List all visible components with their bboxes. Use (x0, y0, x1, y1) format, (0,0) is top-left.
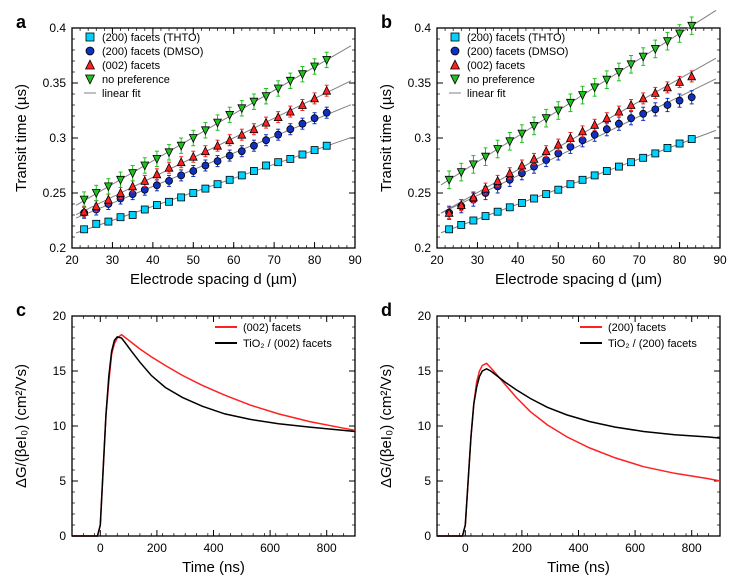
svg-text:0.2: 0.2 (49, 241, 66, 255)
svg-text:20: 20 (430, 253, 444, 267)
svg-text:20: 20 (53, 309, 67, 323)
svg-text:0.2: 0.2 (414, 241, 431, 255)
svg-text:50: 50 (187, 253, 201, 267)
svg-text:80: 80 (308, 253, 322, 267)
svg-text:70: 70 (632, 253, 646, 267)
panel-a-label: a (16, 12, 26, 33)
svg-text:linear fit: linear fit (102, 88, 141, 100)
svg-text:0.4: 0.4 (49, 21, 66, 35)
svg-text:(002) facets: (002) facets (243, 322, 302, 334)
svg-text:0.25: 0.25 (408, 186, 432, 200)
svg-text:200: 200 (512, 541, 532, 555)
svg-text:(200) facets (DMSO): (200) facets (DMSO) (467, 46, 568, 58)
svg-text:30: 30 (106, 253, 120, 267)
svg-text:(200) facets (DMSO): (200) facets (DMSO) (102, 46, 203, 58)
svg-text:no preference: no preference (467, 74, 535, 86)
svg-text:60: 60 (227, 253, 241, 267)
svg-text:0.35: 0.35 (408, 76, 432, 90)
svg-text:0: 0 (424, 529, 431, 543)
svg-text:0: 0 (97, 541, 104, 555)
svg-text:800: 800 (317, 541, 337, 555)
svg-text:60: 60 (592, 253, 606, 267)
svg-text:10: 10 (418, 419, 432, 433)
panel-b: b 20 30 40 50 60 70 80 90 0.2 0.25 0.3 0.35 0.4 Elect… (375, 10, 732, 290)
svg-text:Transit time (µs): Transit time (µs) (13, 84, 30, 192)
figure-grid: a 20304050607080900.20.250.30.350.4Elect… (10, 10, 724, 578)
svg-text:20: 20 (65, 253, 79, 267)
svg-text:70: 70 (267, 253, 281, 267)
svg-text:15: 15 (418, 364, 432, 378)
svg-text:400: 400 (203, 541, 223, 555)
svg-text:0.3: 0.3 (49, 131, 66, 145)
svg-text:40: 40 (146, 253, 160, 267)
svg-text:0.35: 0.35 (43, 76, 67, 90)
svg-text:200: 200 (147, 541, 167, 555)
svg-text:(002) facets: (002) facets (467, 60, 526, 72)
panel-c: c 0 200 400 600 800 0 5 10 15 20 Time (ns) ΔG/(βeI₀… (10, 298, 367, 578)
svg-text:ΔG/(βeI₀) (cm²/Vs): ΔG/(βeI₀) (cm²/Vs) (13, 364, 30, 488)
svg-text:(200) facets: (200) facets (608, 322, 667, 334)
svg-text:linear fit: linear fit (467, 88, 506, 100)
svg-text:TiO₂ / (002) facets: TiO₂ / (002) facets (243, 338, 332, 350)
svg-text:20: 20 (418, 309, 432, 323)
svg-text:80: 80 (673, 253, 687, 267)
svg-text:(200) facets (THTO): (200) facets (THTO) (102, 32, 200, 44)
svg-text:(200) facets (THTO): (200) facets (THTO) (467, 32, 565, 44)
svg-text:30: 30 (471, 253, 485, 267)
svg-text:Time (ns): Time (ns) (547, 559, 610, 576)
svg-text:800: 800 (682, 541, 702, 555)
svg-text:90: 90 (348, 253, 362, 267)
svg-text:Transit time (µs): Transit time (µs) (378, 84, 395, 192)
svg-text:0.25: 0.25 (43, 186, 67, 200)
panel-c-label: c (16, 300, 26, 321)
svg-text:90: 90 (713, 253, 727, 267)
svg-text:Time (ns): Time (ns) (182, 559, 245, 576)
svg-text:10: 10 (53, 419, 67, 433)
svg-text:5: 5 (59, 474, 66, 488)
svg-text:5: 5 (424, 474, 431, 488)
svg-text:40: 40 (511, 253, 525, 267)
svg-text:(002) facets: (002) facets (102, 60, 161, 72)
svg-text:no preference: no preference (102, 74, 170, 86)
svg-text:TiO₂ / (200) facets: TiO₂ / (200) facets (608, 338, 697, 350)
svg-text:0.3: 0.3 (414, 131, 431, 145)
panel-d-label: d (381, 300, 392, 321)
svg-text:0: 0 (462, 541, 469, 555)
svg-text:400: 400 (568, 541, 588, 555)
svg-text:15: 15 (53, 364, 67, 378)
svg-text:600: 600 (625, 541, 645, 555)
panel-b-label: b (381, 12, 392, 33)
svg-text:0: 0 (59, 529, 66, 543)
svg-text:Electrode spacing d (µm): Electrode spacing d (µm) (130, 271, 297, 288)
svg-text:Electrode spacing d (µm): Electrode spacing d (µm) (495, 271, 662, 288)
panel-d: d 0 200 400 600 800 0 5 10 15 20 Time (ns) ΔG/(βeI₀… (375, 298, 732, 578)
svg-text:600: 600 (260, 541, 280, 555)
svg-text:ΔG/(βeI₀) (cm²/Vs): ΔG/(βeI₀) (cm²/Vs) (378, 364, 395, 488)
panel-a: a 20 30 40 50 60 70 80 90 0.2 0.25 0.3 0.35 0.4 Elect… (10, 10, 367, 290)
svg-text:0.4: 0.4 (414, 21, 431, 35)
svg-text:50: 50 (552, 253, 566, 267)
